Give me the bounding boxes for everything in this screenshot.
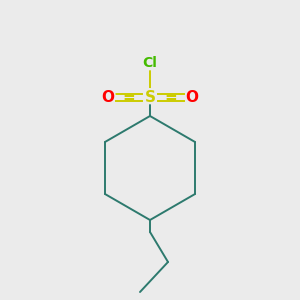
Text: O: O	[100, 88, 116, 106]
Text: =: =	[123, 89, 135, 104]
Text: Cl: Cl	[140, 54, 160, 72]
Text: =: =	[165, 89, 177, 104]
Text: O: O	[184, 88, 200, 106]
Text: O: O	[101, 89, 115, 104]
Text: S: S	[145, 89, 155, 104]
Text: S: S	[143, 88, 157, 106]
Text: Cl: Cl	[142, 56, 158, 70]
Text: O: O	[185, 89, 199, 104]
